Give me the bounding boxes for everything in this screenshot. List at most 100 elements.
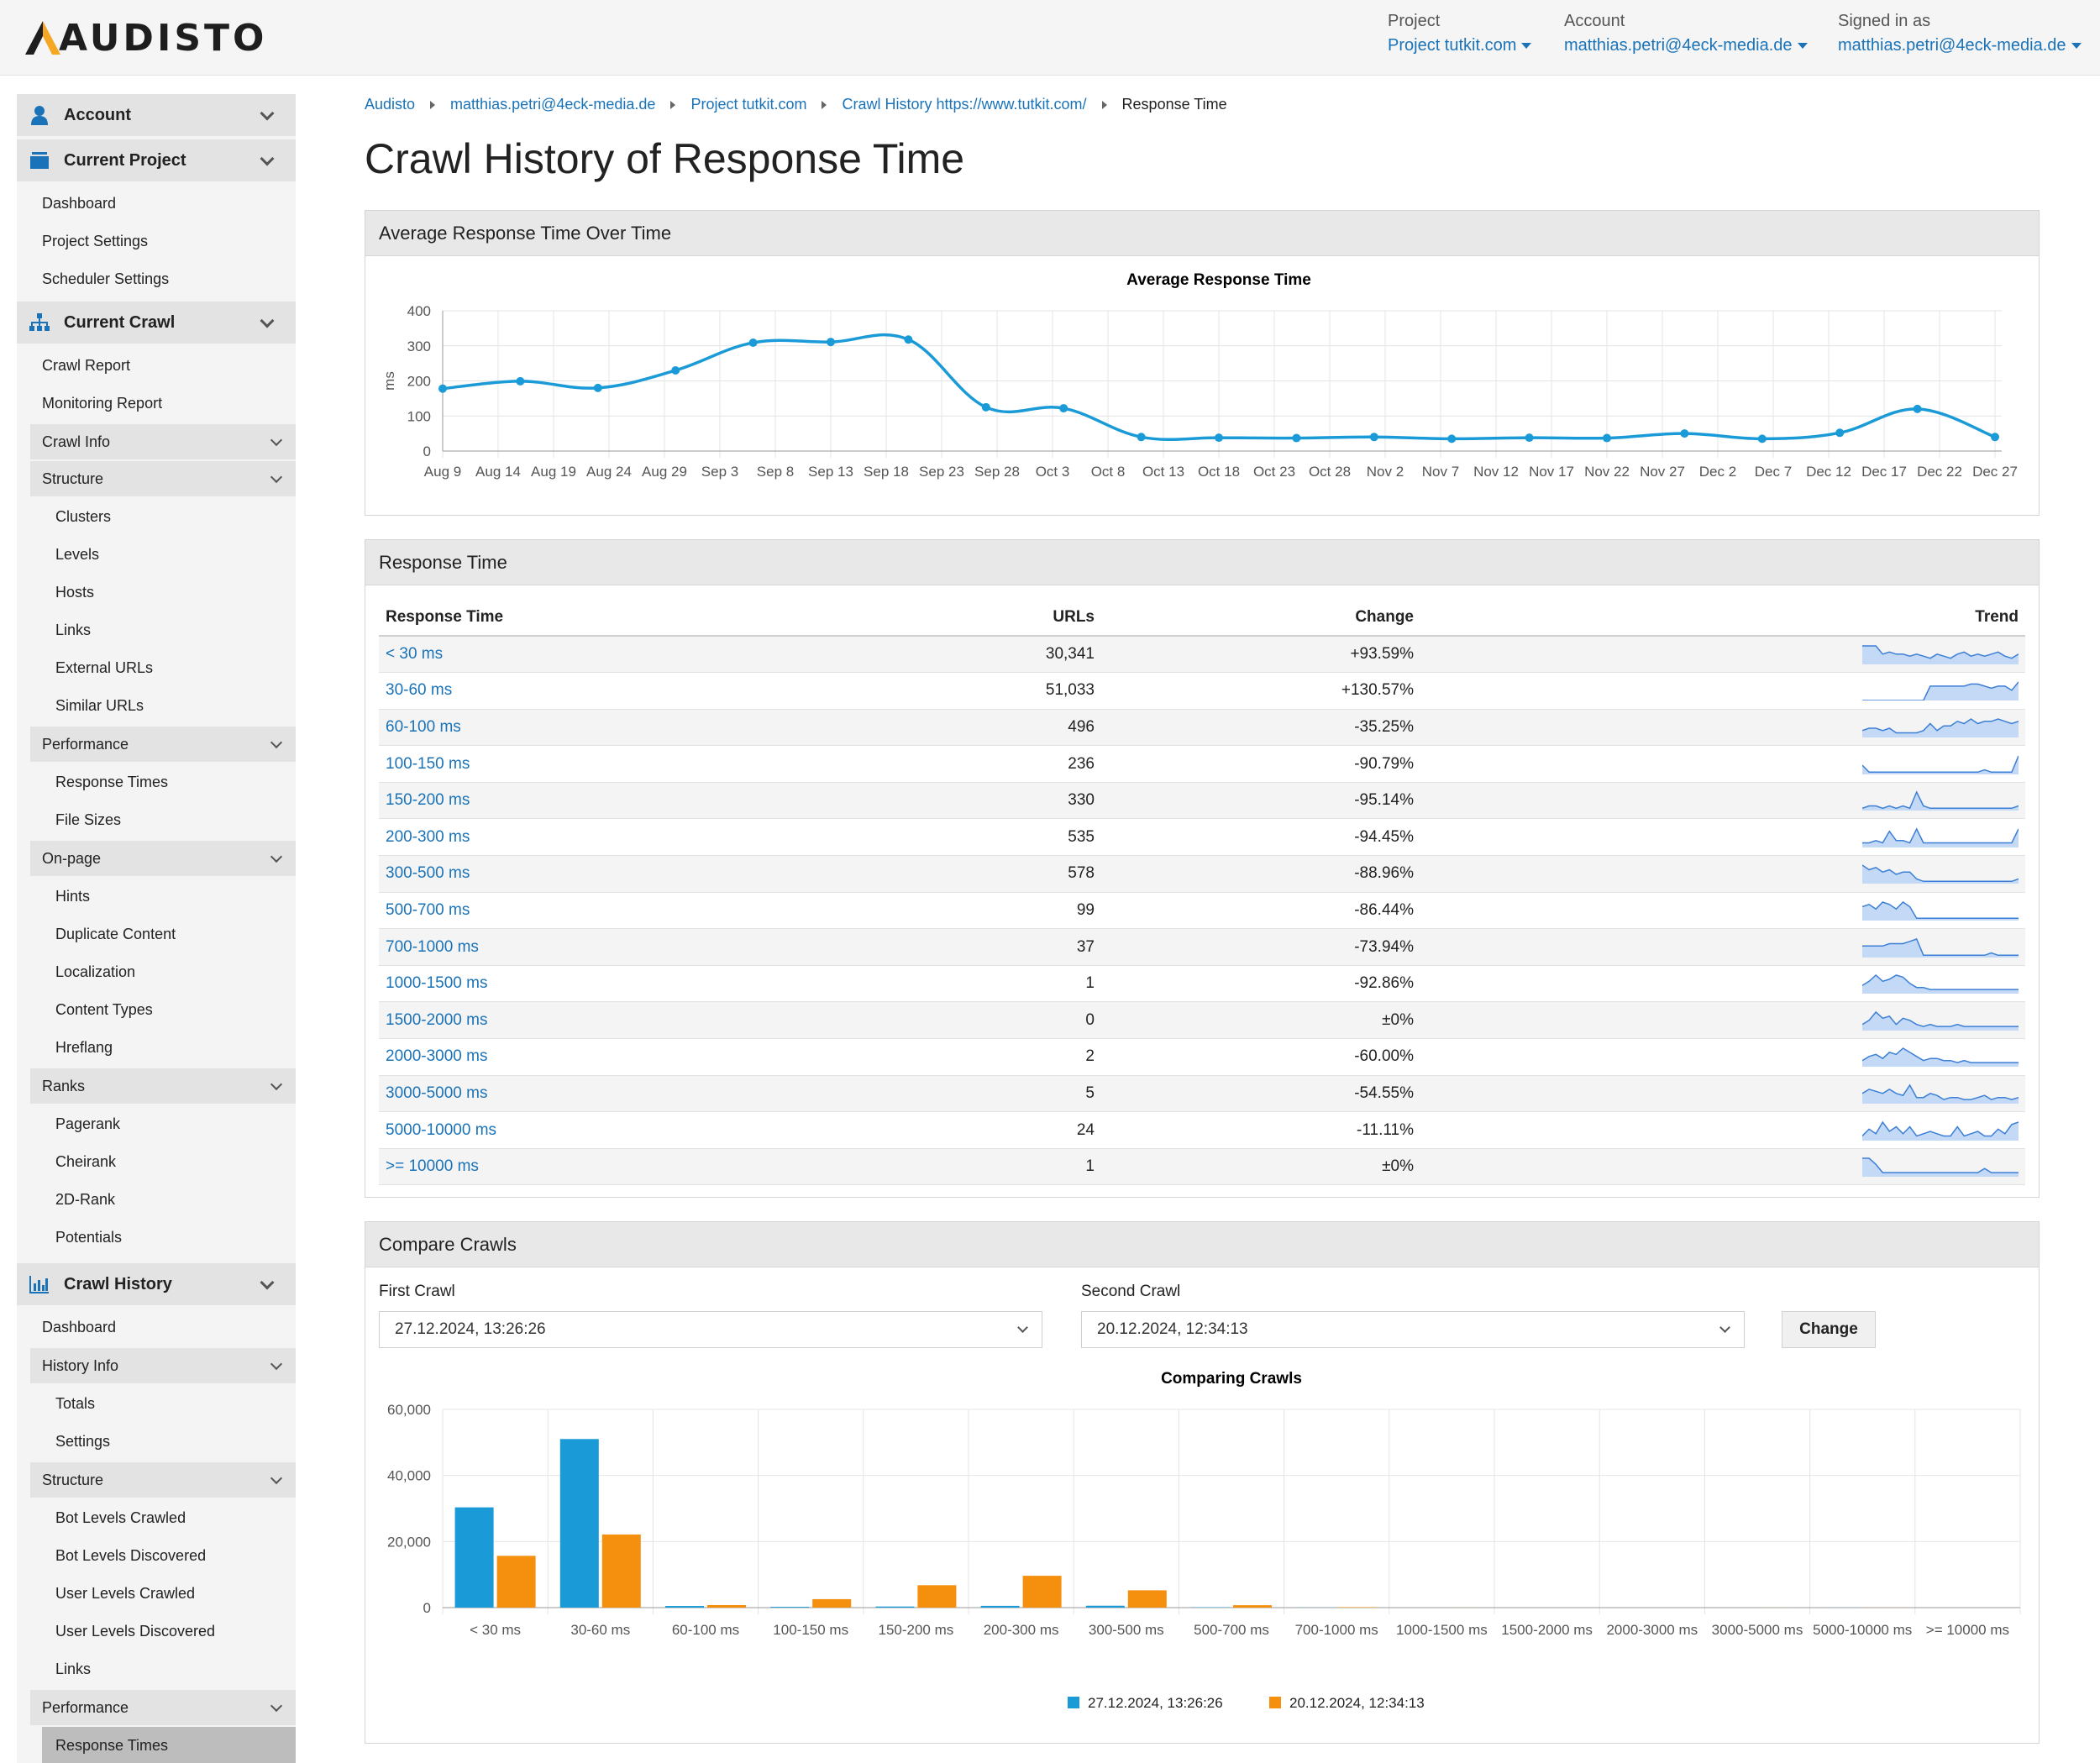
- sidebar-item-hosts[interactable]: Hosts: [55, 584, 95, 601]
- data-point: [1603, 433, 1611, 443]
- sidebar-item-totals[interactable]: Totals: [55, 1395, 96, 1412]
- sidebar-group-structure[interactable]: Structure: [30, 461, 296, 496]
- sidebar-item-similar-urls[interactable]: Similar URLs: [55, 697, 144, 714]
- sidebar-item-hints[interactable]: Hints: [55, 888, 91, 905]
- response-time-link[interactable]: 3000-5000 ms: [386, 1084, 488, 1102]
- x-tick-label: >= 10000 ms: [1926, 1622, 2009, 1638]
- bar: [1233, 1605, 1272, 1608]
- sidebar-item-project-settings[interactable]: Project Settings: [42, 233, 149, 249]
- x-tick-label: Nov 12: [1473, 464, 1519, 480]
- sidebar-item-dashboard[interactable]: Dashboard: [42, 195, 117, 212]
- sidebar-item-file-sizes[interactable]: File Sizes: [55, 811, 122, 828]
- response-time-link[interactable]: 30-60 ms: [386, 681, 453, 700]
- response-time-link[interactable]: 500-700 ms: [386, 900, 470, 919]
- response-time-link[interactable]: >= 10000 ms: [386, 1157, 479, 1176]
- sidebar-item-user-levels-crawled[interactable]: User Levels Crawled: [55, 1585, 196, 1602]
- sidebar-section-current-project[interactable]: Current Project: [17, 139, 296, 181]
- sidebar-section-current-crawl[interactable]: Current Crawl: [17, 302, 296, 344]
- project-menu[interactable]: Project Project tutkit.com: [1388, 12, 1532, 55]
- cell-change: -35.25%: [1101, 709, 1420, 747]
- sidebar-item-scheduler-settings[interactable]: Scheduler Settings: [42, 270, 170, 287]
- breadcrumb-link-project[interactable]: Project tutkit.com: [690, 96, 807, 113]
- account-dropdown[interactable]: matthias.petri@4eck-media.de: [1564, 36, 1808, 55]
- sidebar-item-user-levels-discovered[interactable]: User Levels Discovered: [55, 1623, 216, 1640]
- breadcrumb-link-account[interactable]: matthias.petri@4eck-media.de: [450, 96, 656, 113]
- change-button[interactable]: Change: [1782, 1311, 1876, 1348]
- response-time-link[interactable]: 200-300 ms: [386, 827, 470, 846]
- sidebar-item-potentials[interactable]: Potentials: [55, 1229, 123, 1246]
- sidebar-item-2d-rank[interactable]: 2D-Rank: [55, 1191, 116, 1208]
- sidebar-item-monitoring-report[interactable]: Monitoring Report: [42, 395, 163, 412]
- x-tick-label: Sep 23: [919, 464, 964, 480]
- x-tick-label: Oct 13: [1142, 464, 1184, 480]
- sidebar-group-performance[interactable]: Performance: [30, 727, 296, 762]
- breadcrumb-link-crawl-history[interactable]: Crawl History https://www.tutkit.com/: [842, 96, 1087, 113]
- sidebar-group-ranks[interactable]: Ranks: [30, 1068, 296, 1104]
- bar: [496, 1556, 536, 1608]
- sidebar-group-crawl-info[interactable]: Crawl Info: [30, 424, 296, 459]
- sidebar-group-onpage[interactable]: On-page: [30, 841, 296, 876]
- signed-in-menu[interactable]: Signed in as matthias.petri@4eck-media.d…: [1838, 12, 2082, 55]
- sidebar-item-external-urls[interactable]: External URLs: [55, 659, 154, 676]
- page-title: Crawl History of Response Time: [365, 135, 965, 182]
- sidebar-item-duplicate-content[interactable]: Duplicate Content: [55, 926, 176, 942]
- data-point: [1215, 433, 1223, 443]
- first-crawl-select[interactable]: 27.12.2024, 13:26:26: [379, 1311, 1042, 1348]
- cell-urls: 236: [849, 745, 1101, 783]
- response-time-link[interactable]: 150-200 ms: [386, 791, 470, 810]
- compare-crawls-panel: Compare Crawls First Crawl 27.12.2024, 1…: [365, 1221, 2040, 1744]
- response-time-link[interactable]: 700-1000 ms: [386, 937, 479, 956]
- column-header-response-time[interactable]: Response Time: [379, 599, 849, 637]
- response-time-link[interactable]: 5000-10000 ms: [386, 1120, 497, 1139]
- cell-urls: 330: [849, 782, 1101, 820]
- sidebar-item-settings[interactable]: Settings: [55, 1433, 111, 1450]
- cell-response-time: 30-60 ms: [379, 672, 849, 710]
- account-menu[interactable]: Account matthias.petri@4eck-media.de: [1564, 12, 1808, 55]
- sidebar-section-account[interactable]: Account: [17, 94, 296, 136]
- response-time-link[interactable]: 1500-2000 ms: [386, 1010, 488, 1029]
- column-header-change[interactable]: Change: [1101, 599, 1420, 637]
- sidebar-item-pagerank[interactable]: Pagerank: [55, 1115, 121, 1132]
- cell-trend: [1420, 965, 2025, 1003]
- sidebar-group-history-info[interactable]: History Info: [30, 1348, 296, 1383]
- sidebar-item-bot-levels-crawled[interactable]: Bot Levels Crawled: [55, 1509, 186, 1526]
- sidebar-item-history-links[interactable]: Links: [55, 1661, 92, 1677]
- sidebar-item-localization[interactable]: Localization: [55, 963, 136, 980]
- cell-change: -86.44%: [1101, 892, 1420, 930]
- cell-response-time: 3000-5000 ms: [379, 1075, 849, 1113]
- response-time-link[interactable]: 2000-3000 ms: [386, 1047, 488, 1066]
- response-time-link[interactable]: 1000-1500 ms: [386, 974, 488, 993]
- response-time-link[interactable]: 300-500 ms: [386, 864, 470, 883]
- sidebar-item-hreflang[interactable]: Hreflang: [55, 1039, 113, 1056]
- response-time-link[interactable]: 60-100 ms: [386, 717, 461, 736]
- column-header-urls[interactable]: URLs: [849, 599, 1101, 637]
- sidebar-item-links[interactable]: Links: [55, 622, 92, 638]
- audisto-logo[interactable]: AUDISTO: [24, 16, 268, 60]
- response-time-link[interactable]: < 30 ms: [386, 645, 444, 664]
- second-crawl-select[interactable]: 20.12.2024, 12:34:13: [1081, 1311, 1745, 1348]
- sidebar-item-bot-levels-discovered[interactable]: Bot Levels Discovered: [55, 1547, 207, 1564]
- sidebar-section-crawl-history[interactable]: Crawl History: [17, 1263, 296, 1305]
- sidebar-item-clusters[interactable]: Clusters: [55, 508, 112, 525]
- sidebar-group-history-performance[interactable]: Performance: [30, 1690, 296, 1725]
- sidebar-item-response-times[interactable]: Response Times: [55, 774, 169, 790]
- sidebar-item-cheirank[interactable]: Cheirank: [55, 1153, 117, 1170]
- signed-in-dropdown[interactable]: matthias.petri@4eck-media.de: [1838, 36, 2082, 55]
- project-dropdown[interactable]: Project tutkit.com: [1388, 36, 1532, 55]
- data-point: [1369, 433, 1378, 442]
- sidebar-item-crawl-report[interactable]: Crawl Report: [42, 357, 131, 374]
- data-point: [1525, 433, 1534, 443]
- x-tick-label: 700-1000 ms: [1295, 1622, 1378, 1638]
- sidebar-item-history-response-times[interactable]: Response Times: [42, 1727, 296, 1763]
- breadcrumb-link-audisto[interactable]: Audisto: [365, 96, 416, 113]
- logo-text: AUDISTO: [59, 16, 268, 60]
- sidebar-item-levels[interactable]: Levels: [55, 546, 100, 563]
- sidebar-item-history-dashboard[interactable]: Dashboard: [42, 1319, 117, 1335]
- sidebar-group-history-structure[interactable]: Structure: [30, 1462, 296, 1498]
- cell-trend: [1420, 745, 2025, 783]
- cell-change: +130.57%: [1101, 672, 1420, 710]
- response-time-link[interactable]: 100-150 ms: [386, 754, 470, 773]
- data-point: [1757, 434, 1767, 443]
- sidebar-item-content-types[interactable]: Content Types: [55, 1001, 153, 1018]
- sparkline-line: [1862, 827, 2019, 844]
